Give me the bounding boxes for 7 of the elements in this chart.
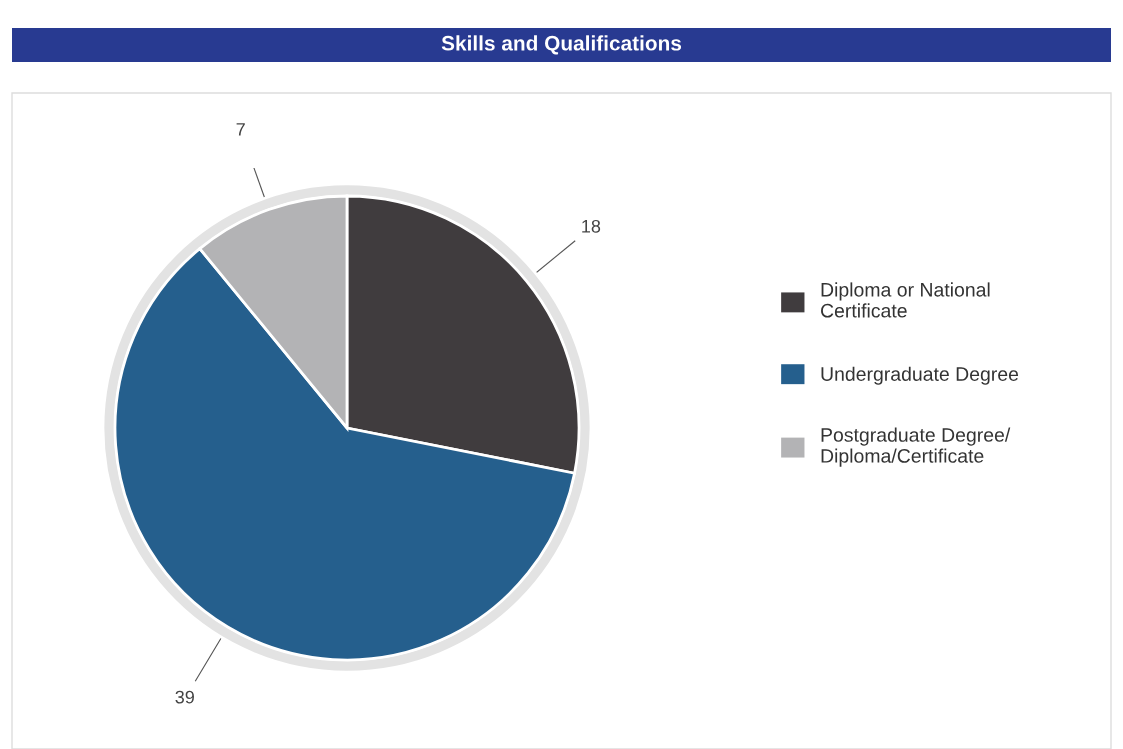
chart-title: Skills and Qualifications: [441, 35, 682, 55]
data-label: 39: [175, 690, 194, 704]
legend-label: Postgraduate Degree/ Diploma/Certificate: [821, 427, 1011, 467]
data-label: 18: [582, 219, 601, 233]
data-label: 7: [236, 123, 245, 136]
legend-label: Undergraduate Degree: [821, 366, 1019, 385]
legend-label: Diploma or National Certificate: [821, 282, 990, 318]
